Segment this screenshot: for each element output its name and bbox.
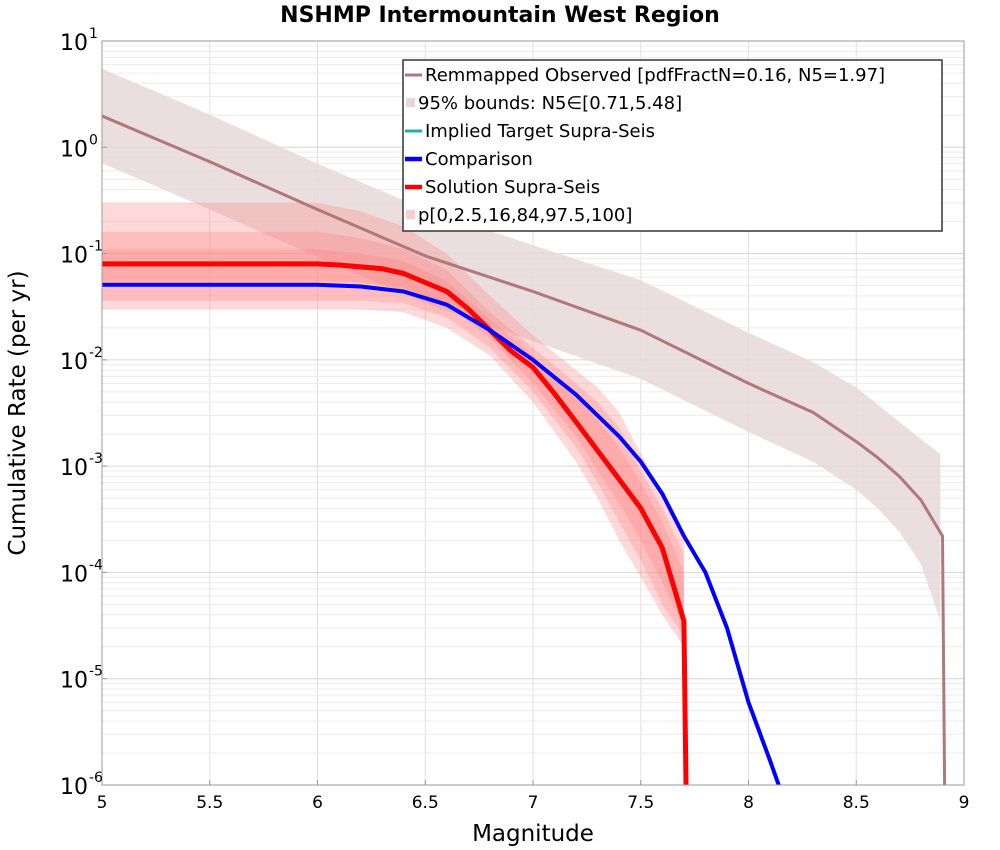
y-tick-exponent: 1 [89,26,98,42]
solution-band-2.5-97.5 [102,231,684,637]
y-tick-label: 10 [60,775,88,800]
x-tick-label: 6.5 [412,793,439,813]
chart-title: NSHMP Intermountain West Region [280,3,720,28]
y-tick-label: 10 [60,562,88,587]
y-tick-label: 10 [60,456,88,481]
x-tick-label: 5.5 [196,793,223,813]
y-tick-exponent: -3 [89,451,103,467]
legend-label: 95% bounds: N5∈[0.71,5.48] [418,93,682,114]
observed-line [101,114,947,786]
y-tick-exponent: -1 [89,239,103,255]
x-tick-label: 7 [528,793,539,813]
legend-swatch [406,210,415,219]
y-axis-label: Cumulative Rate (per yr) [5,270,31,555]
x-tick-label: 8.5 [843,793,870,813]
legend-label: Remmapped Observed [pdfFractN=0.16, N5=1… [425,65,885,86]
legend-swatch [406,98,415,107]
legend-label: p[0,2.5,16,84,97.5,100] [418,205,632,226]
comparison-line [102,282,781,786]
x-tick-label: 6 [312,793,323,813]
x-tick-label: 5 [97,793,108,813]
y-tick-label: 10 [60,137,88,162]
legend-box [402,59,943,232]
y-tick-label: 10 [60,669,88,694]
y-tick-exponent: -4 [89,557,103,573]
y-tick-exponent: 0 [89,132,98,148]
y-tick-label: 10 [60,244,88,269]
x-tick-label: 7.5 [627,793,654,813]
legend-label: Implied Target Supra-Seis [425,121,655,142]
y-tick-label: 10 [60,31,88,56]
y-tick-exponent: -2 [89,345,103,361]
x-tick-label: 9 [959,793,970,813]
legend-label: Solution Supra-Seis [425,177,600,198]
plot-series [101,68,947,786]
y-tick-exponent: -6 [89,770,103,786]
x-axis-label: Magnitude [472,821,594,847]
solution-line [102,261,689,786]
y-tick-label: 10 [60,350,88,375]
legend: Remmapped Observed [pdfFractN=0.16, N5=1… [402,59,943,232]
x-tick-label: 8 [743,793,754,813]
y-tick-exponent: -5 [89,664,103,680]
x-axis-ticks: 5 5.5 6 6.5 7 7.5 8 8.5 9 [97,780,970,813]
legend-label: Comparison [425,149,533,170]
